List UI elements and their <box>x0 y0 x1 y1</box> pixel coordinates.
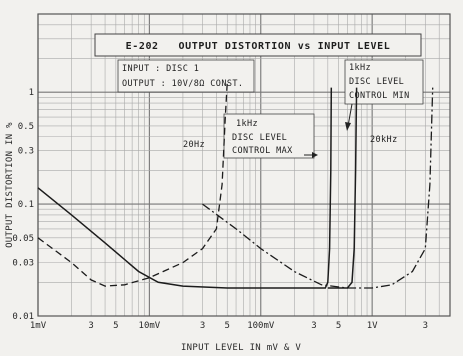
x-tick-label: 5 <box>113 321 118 331</box>
plot-frame <box>37 13 451 317</box>
y-tick-label: 0.01 <box>12 312 34 322</box>
condition-input: INPUT : DISC 1 <box>122 64 199 74</box>
x-tick-label: 3 <box>200 321 205 331</box>
x-tick-label: 3 <box>88 321 93 331</box>
x-tick-label: 5 <box>225 321 230 331</box>
chart-title: E-202 OUTPUT DISTORTION vs INPUT LEVEL <box>126 41 391 52</box>
control-min-label-line2: DISC LEVEL <box>349 77 404 87</box>
y-tick-label: 0.5 <box>18 122 34 132</box>
y-axis-label: OUTPUT DISTORTION IN % <box>5 122 15 248</box>
x-tick-label: 3 <box>311 321 316 331</box>
annotation-leaders <box>304 103 353 158</box>
control-max-box <box>223 113 315 159</box>
axis-ticks: 1mV 3 5 10mV 3 5 100mV 3 5 1V 3 0.01 0.03 0.05 0.1 0.3 0… <box>12 88 428 331</box>
label-20khz: 20kHz <box>370 135 398 145</box>
y-tick-label: 0.1 <box>18 200 34 210</box>
series-line-0 <box>37 87 333 289</box>
series-group <box>37 83 434 289</box>
x-tick-label: 5 <box>336 321 341 331</box>
control-max-label-line2: DISC LEVEL <box>232 133 287 143</box>
control-max-label-line1: 1kHz <box>236 119 258 129</box>
control-min-box <box>344 59 424 105</box>
control-min-label-line3: CONTROL MIN <box>349 91 410 101</box>
y-tick-label: 0.05 <box>12 234 34 244</box>
x-tick-label: 1mV <box>30 321 47 331</box>
label-20hz: 20Hz <box>183 140 205 150</box>
series-line-2 <box>37 83 228 287</box>
x-tick-label: 10mV <box>139 321 161 331</box>
y-tick-label: 0.3 <box>18 147 34 157</box>
control-min-arrowhead <box>345 122 351 131</box>
control-max-label-line3: CONTROL MAX <box>232 146 293 156</box>
title-box <box>94 33 422 57</box>
condition-output: OUTPUT : 10V/8Ω CONST. <box>122 79 243 89</box>
series-line-3 <box>202 87 434 289</box>
control-min-label-line1: 1kHz <box>349 63 371 73</box>
x-tick-label: 100mV <box>247 321 275 331</box>
y-tick-label: 0.03 <box>12 259 34 269</box>
series-line-1 <box>327 87 358 289</box>
x-axis-label: INPUT LEVEL IN mV & V <box>181 343 301 353</box>
x-tick-label: 1V <box>367 321 378 331</box>
control-min-leader <box>347 103 353 127</box>
x-tick-label: 3 <box>423 321 428 331</box>
y-tick-label: 1 <box>29 88 34 98</box>
conditions-box <box>117 59 255 93</box>
control-max-arrowhead <box>312 152 318 158</box>
